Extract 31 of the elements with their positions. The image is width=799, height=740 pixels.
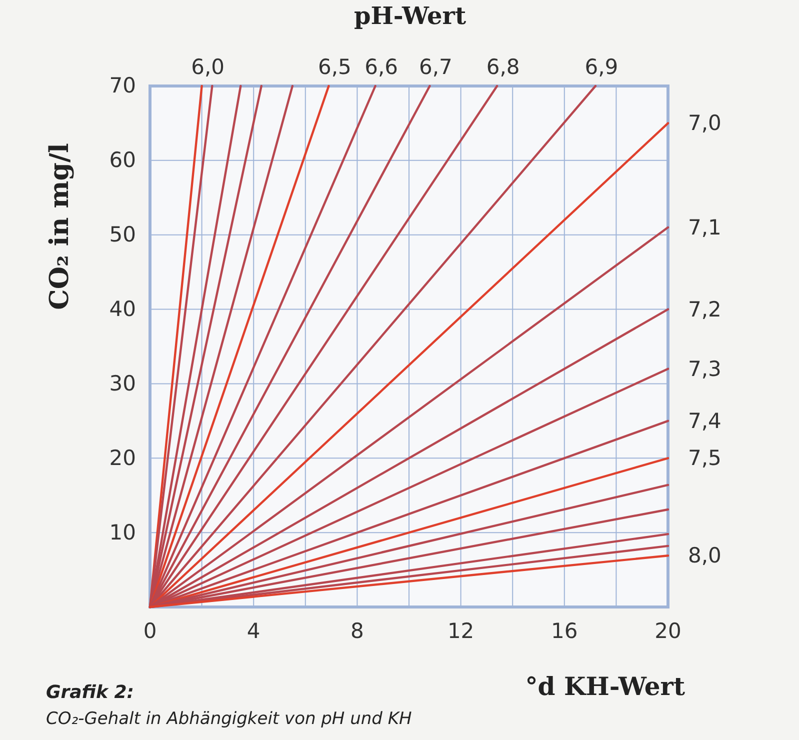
x-tick-label: 4 — [246, 618, 260, 643]
x-tick-label: 0 — [143, 618, 157, 643]
x-tick-label: 8 — [350, 618, 364, 643]
series-label: 6,7 — [419, 55, 452, 79]
legend-title: pH-Wert — [354, 1, 466, 30]
series-label: 7,4 — [688, 408, 722, 433]
series-label: 6,0 — [191, 55, 225, 79]
y-tick-label: 30 — [109, 371, 136, 396]
text: CO₂-Gehalt in Abhängigkeit von pH und KH — [46, 709, 412, 729]
y-tick-label: 60 — [109, 148, 136, 172]
text: Grafik 2: — [46, 682, 134, 703]
series-label: 6,9 — [584, 55, 618, 79]
series-label: 7,3 — [688, 356, 722, 381]
x-tick-label: 12 — [447, 618, 474, 643]
series-label: 8,0 — [688, 544, 722, 568]
series-label: 7,0 — [688, 111, 722, 136]
y-tick-label: 20 — [109, 446, 136, 470]
y-tick-label: 70 — [109, 74, 136, 98]
series-label: 6,8 — [486, 55, 520, 79]
series-label: 7,1 — [688, 215, 722, 240]
x-axis-title: °d KH-Wert — [525, 672, 686, 701]
x-tick-label: 16 — [551, 618, 578, 643]
y-axis-title: CO₂ in mg/l — [45, 143, 75, 310]
x-tick-label: 20 — [654, 618, 682, 643]
y-tick-label: 50 — [109, 222, 136, 247]
y-tick-label: 10 — [109, 520, 136, 544]
y-tick-label: 40 — [109, 297, 136, 322]
series-label: 7,2 — [688, 297, 722, 322]
series-label: 6,6 — [364, 55, 398, 79]
series-label: 6,5 — [318, 55, 352, 79]
series-label: 7,5 — [688, 446, 722, 470]
